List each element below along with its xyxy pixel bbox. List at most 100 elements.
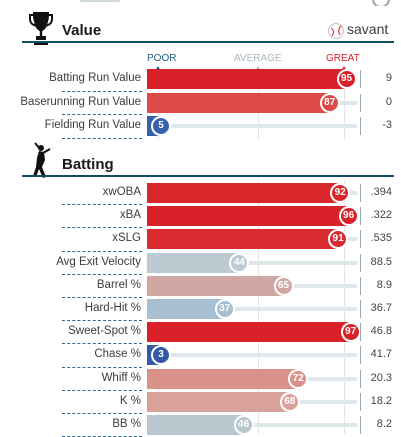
row-separator [62, 114, 142, 115]
percentile-bar [147, 391, 290, 412]
poor-marker-icon [155, 66, 161, 71]
percentile-badge: 92 [330, 183, 351, 203]
section-rule-value [22, 41, 394, 43]
percentile-track [147, 124, 357, 128]
percentile-badge: 96 [338, 206, 359, 227]
savant-brand-label[interactable]: savant [347, 21, 389, 37]
metric-label: Hard-Hit % [84, 302, 141, 314]
value-divider [360, 253, 361, 272]
metric-row[interactable]: Sweet-Spot % 97 46.8 [0, 321, 401, 345]
percentile-bar [147, 415, 244, 435]
batting-section: Batting xwOBA 92 .394 xBA 96 .322 xSLG 91 .535 Av… [0, 140, 401, 437]
metric-label: Batting Run Value [49, 72, 141, 84]
metric-label: Barrel % [96, 278, 141, 291]
metric-value: 8.2 [376, 418, 392, 430]
percentile-badge: 65 [273, 275, 294, 296]
value-divider [360, 230, 361, 249]
great-marker-icon [341, 66, 347, 71]
section-rule-batting [22, 175, 394, 177]
value-divider [360, 416, 361, 434]
metric-row[interactable]: xSLG 91 .535 [0, 228, 401, 252]
percentile-badge: 72 [288, 368, 309, 389]
percentile-badge: 37 [214, 299, 235, 319]
value-divider [360, 392, 361, 411]
cropped-top-strip [0, 0, 401, 6]
metric-row[interactable]: xwOBA 92 .394 [0, 182, 401, 206]
metric-label: xSLG [112, 232, 141, 245]
metric-label: Avg Exit Velocity [56, 255, 141, 268]
value-divider [360, 323, 361, 342]
row-separator [62, 273, 142, 275]
percentile-track [147, 353, 357, 358]
metric-row[interactable]: Barrel % 65 8.9 [0, 275, 401, 298]
metric-label: Baserunning Run Value [20, 95, 141, 108]
metric-value: 0 [385, 95, 392, 108]
percentile-bar [147, 368, 299, 389]
metric-value: 41.7 [370, 348, 392, 361]
trophy-icon [29, 12, 53, 45]
metric-label: Fielding Run Value [44, 119, 141, 131]
metric-label: K % [119, 394, 141, 407]
row-separator [62, 250, 142, 252]
metric-row[interactable]: Fielding Run Value 5 -3 [0, 115, 401, 139]
batter-silhouette-icon [33, 142, 51, 178]
metric-row[interactable]: BB % 46 8.2 [0, 414, 401, 437]
baseball-logo-icon[interactable] [327, 22, 345, 40]
metric-row[interactable]: Whiff % 72 20.3 [0, 368, 401, 391]
percentile-bar [147, 275, 284, 296]
metric-label: Chase % [94, 348, 141, 361]
row-separator [62, 343, 142, 345]
value-divider [360, 117, 361, 135]
value-divider [360, 276, 361, 295]
value-section: Value savant POOR AVERAGE GREAT Batting … [0, 0, 401, 140]
row-separator [62, 412, 142, 414]
percentile-badge: 91 [328, 229, 349, 250]
percentile-bar [147, 92, 330, 113]
percentile-badge: 44 [229, 252, 250, 273]
metric-value: 9 [385, 72, 392, 84]
section-title-value: Value [62, 22, 102, 39]
metric-value: 36.7 [370, 302, 392, 314]
scale-label-average: AVERAGE [234, 53, 282, 64]
gridline-great [344, 71, 345, 139]
value-divider [360, 184, 361, 202]
row-separator [62, 137, 142, 139]
row-separator [62, 204, 142, 206]
metric-row[interactable]: Avg Exit Velocity 44 88.5 [0, 252, 401, 275]
row-separator [62, 366, 142, 368]
row-separator [62, 389, 142, 391]
metric-row[interactable]: xBA 96 .322 [0, 205, 401, 229]
metric-value: .322 [370, 209, 392, 222]
metric-value: 20.3 [370, 371, 392, 384]
value-divider [360, 300, 361, 318]
percentile-badge: 97 [340, 322, 361, 343]
value-divider [360, 93, 361, 112]
percentile-bar [147, 183, 341, 203]
section-title-batting: Batting [62, 156, 114, 173]
metric-label: xBA [119, 209, 141, 222]
percentile-bar [147, 252, 240, 273]
percentile-badge: 68 [279, 391, 300, 412]
percentile-badge: 46 [233, 415, 254, 435]
row-separator [62, 320, 142, 322]
percentile-track [147, 260, 357, 265]
metric-row[interactable]: Hard-Hit % 37 36.7 [0, 298, 401, 322]
average-marker-icon [255, 66, 261, 71]
row-separator [62, 296, 142, 298]
metric-value: .394 [370, 186, 392, 198]
metric-label: xwOBA [102, 186, 141, 198]
percentile-bar [147, 299, 225, 319]
metric-row[interactable]: Baserunning Run Value 87 0 [0, 92, 401, 115]
metric-label: Whiff % [101, 371, 141, 384]
metric-row[interactable]: K % 68 18.2 [0, 391, 401, 414]
row-separator [62, 227, 142, 229]
metric-row[interactable]: Batting Run Value 95 9 [0, 68, 401, 92]
metric-value: -3 [382, 119, 392, 131]
metric-row[interactable]: Chase % 3 41.7 [0, 344, 401, 368]
percentile-bar [147, 206, 349, 227]
percentile-badge: 95 [336, 69, 357, 89]
metric-value: 88.5 [370, 255, 392, 268]
value-divider [360, 207, 361, 226]
value-divider [360, 70, 361, 88]
percentile-badge: 87 [319, 92, 340, 113]
